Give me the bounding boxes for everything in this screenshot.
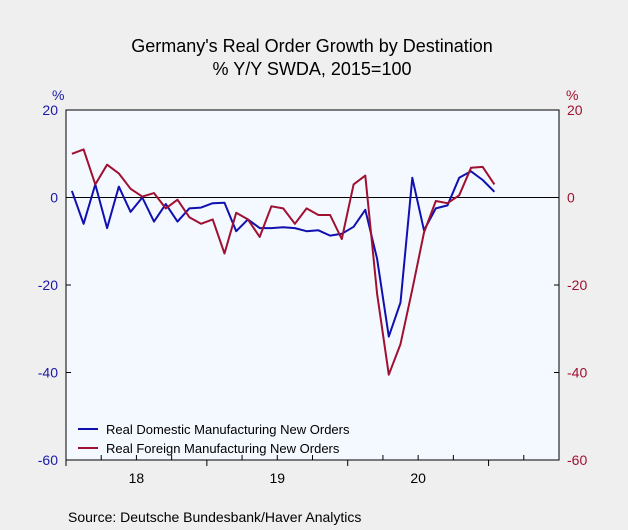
y-tick-label-right: -20 [567,277,587,293]
y-tick-label-left: -60 [38,452,58,468]
y-axis-right-unit: % [566,87,578,103]
y-tick-label-right: 20 [567,102,583,118]
y-tick-label-right: -60 [567,452,587,468]
legend-label-domestic: Real Domestic Manufacturing New Orders [106,422,350,437]
x-tick-label: 20 [410,470,426,486]
source-note: Source: Deutsche Bundesbank/Haver Analyt… [68,509,361,525]
y-tick-label-right: 0 [567,190,575,206]
chart-subtitle: % Y/Y SWDA, 2015=100 [213,59,412,79]
plot-area [65,109,560,461]
y-tick-label-left: -20 [38,277,58,293]
chart-axes: 20 20 0 0 -20 -20 -40 -40 -60 -60 18 19 20 [38,102,588,486]
y-tick-label-left: 20 [42,102,58,118]
x-tick-label: 19 [269,470,285,486]
chart-series [70,148,496,376]
legend: Real Domestic Manufacturing New Orders R… [78,422,350,456]
chart-title: Germany's Real Order Growth by Destinati… [131,36,493,56]
series-line-foreign [71,148,496,376]
y-tick-label-left: 0 [50,190,58,206]
y-tick-label-left: -40 [38,365,58,381]
x-tick-label: 18 [129,470,145,486]
y-tick-label-right: -40 [567,365,587,381]
legend-label-foreign: Real Foreign Manufacturing New Orders [106,441,340,456]
y-axis-left-unit: % [52,87,64,103]
